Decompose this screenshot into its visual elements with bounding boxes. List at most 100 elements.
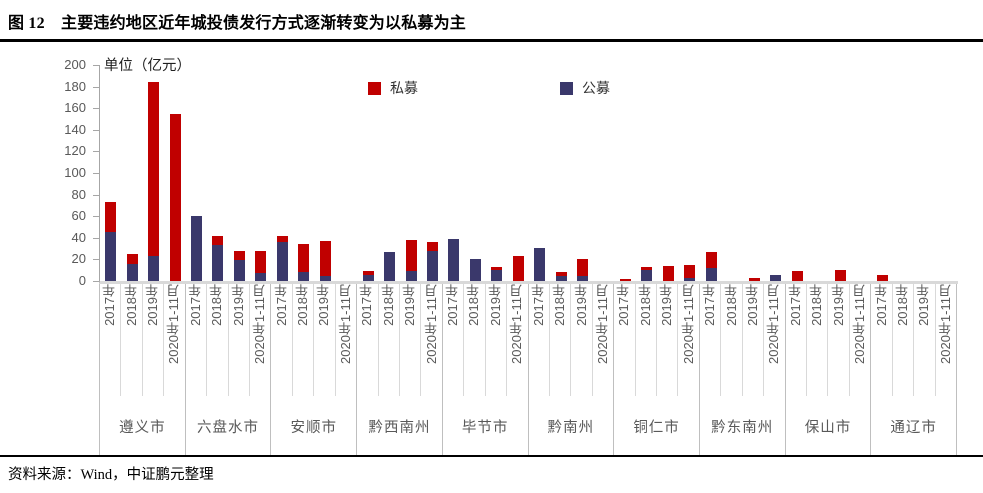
- stacked-bar: [148, 82, 160, 281]
- y-tick-mark: [93, 86, 99, 88]
- x-tick-label: 2019年: [230, 284, 246, 326]
- stacked-bar: [748, 277, 760, 281]
- x-tick-label: 2017年: [102, 284, 118, 326]
- year-label-row: 2017年 2018年 2019年 2020年1-11月: [700, 284, 785, 396]
- bar-slot: [679, 65, 700, 281]
- x-group-cell: 2017年 2018年 2019年 2020年1-11月 黔西南州: [357, 284, 443, 456]
- x-tick-label: 2019年: [916, 284, 932, 326]
- y-tick-label: 100: [64, 165, 86, 180]
- y-tick-label: 0: [78, 273, 86, 288]
- y-tick-label: 200: [64, 57, 86, 72]
- gongmu-bar-segment: [469, 259, 481, 281]
- stacked-bar: [705, 251, 717, 281]
- x-tick-label: 2018年: [809, 284, 825, 326]
- y-tick-mark: [93, 65, 99, 66]
- y-tick-mark: [93, 173, 99, 174]
- simu-bar-segment: [319, 241, 331, 276]
- gongmu-bar-segment: [276, 242, 288, 281]
- city-label: 遵义市: [119, 419, 166, 436]
- bar-group: [615, 65, 701, 281]
- x-tick-label: 2017年: [273, 284, 289, 326]
- stacked-bar: [791, 271, 803, 281]
- stacked-bar: [770, 274, 782, 281]
- y-tick-mark: [93, 259, 99, 261]
- year-label-cell: 2018年: [207, 284, 229, 396]
- year-label-cell: 2017年: [357, 284, 379, 396]
- y-tick-mark: [93, 194, 99, 196]
- year-label-cell: 2017年: [186, 284, 208, 396]
- x-axis-labels: 2017年 2018年 2019年 2020年1-11月 遵义市 2017年 2018年 20…: [99, 284, 958, 456]
- x-tick-label: 2019年: [573, 284, 589, 326]
- stacked-bar: [319, 241, 331, 281]
- x-group-cell: 2017年 2018年 2019年 2020年1-11月 黔东南州: [700, 284, 786, 456]
- year-label-cell: 2020年1-11月: [593, 284, 613, 396]
- simu-bar-segment: [662, 265, 674, 281]
- x-group-cell: 2017年 2018年 2019年 2020年1-11月 通辽市: [871, 284, 958, 456]
- bar-slot: [915, 65, 936, 281]
- year-label-cell: 2020年1-11月: [250, 284, 270, 396]
- city-label: 安顺市: [290, 419, 337, 436]
- city-label: 六盘水市: [197, 419, 260, 436]
- year-label-row: 2017年 2018年 2019年 2020年1-11月: [614, 284, 699, 396]
- year-label-cell: 2019年: [914, 284, 936, 396]
- bar-slot: [465, 65, 486, 281]
- y-tick-label: 160: [64, 100, 86, 116]
- stacked-bar: [641, 266, 653, 281]
- x-tick-label: 2017年: [530, 284, 546, 326]
- x-tick-label: 2018年: [123, 284, 139, 326]
- simu-bar-segment: [405, 239, 417, 272]
- bar-slot: [164, 65, 185, 281]
- x-tick-label: 2019年: [487, 284, 503, 326]
- x-tick-label: 2019年: [830, 284, 846, 326]
- bar-slot: [143, 65, 164, 281]
- stacked-bar: [469, 259, 481, 281]
- x-tick-label: 2018年: [466, 284, 482, 326]
- year-label-cell: 2019年: [657, 284, 679, 396]
- simu-bar-segment: [298, 244, 310, 273]
- x-tick-label: 2018年: [723, 284, 739, 326]
- y-tick-mark: [93, 216, 99, 218]
- city-label-row: 铜仁市: [614, 396, 699, 456]
- stacked-bar-chart: 单位（亿元） 私募 公募 200 180 160 140 120 100 80 60 40 20 0…: [0, 42, 983, 457]
- year-label-cell: 2019年: [486, 284, 508, 396]
- city-label-row: 六盘水市: [186, 396, 271, 456]
- x-tick-label: 2018年: [894, 284, 910, 326]
- y-tick-mark: [93, 281, 99, 282]
- bar-slot: [615, 65, 636, 281]
- y-tick-label: 180: [64, 78, 86, 94]
- bar-slot: [786, 65, 807, 281]
- gongmu-bar-segment: [705, 268, 717, 281]
- legend-label-gongmu: 公募: [582, 80, 610, 96]
- x-tick-label: 2019年: [659, 284, 675, 326]
- y-tick-label: 40: [71, 229, 86, 245]
- legend-label-simu: 私募: [390, 80, 418, 96]
- stacked-bar: [212, 235, 224, 281]
- bar-slot: [851, 65, 872, 281]
- bar-slot: [486, 65, 507, 281]
- x-tick-label: 2020年1-11月: [937, 284, 953, 364]
- gongmu-bar-segment: [298, 272, 310, 281]
- stacked-bar: [512, 256, 524, 281]
- gongmu-bar-segment: [191, 216, 203, 281]
- city-label: 铜仁市: [633, 419, 680, 436]
- x-tick-label: 2018年: [209, 284, 225, 326]
- y-tick-mark: [93, 151, 99, 153]
- bar-slot: [508, 65, 529, 281]
- gongmu-bar-segment: [255, 273, 267, 281]
- year-label-row: 2017年 2018年 2019年 2020年1-11月: [357, 284, 442, 396]
- year-label-cell: 2020年1-11月: [421, 284, 441, 396]
- bar-slot: [701, 65, 722, 281]
- bar-slot: [765, 65, 786, 281]
- year-label-cell: 2019年: [400, 284, 422, 396]
- simu-bar-segment: [233, 250, 245, 261]
- legend-item-simu: 私募: [368, 78, 418, 98]
- simu-bar-segment: [491, 266, 503, 271]
- gongmu-bar-segment: [491, 270, 503, 281]
- simu-bar-segment: [555, 272, 567, 276]
- year-label-cell: 2017年: [443, 284, 465, 396]
- simu-bar-segment: [255, 250, 267, 274]
- gongmu-bar-segment: [641, 270, 653, 281]
- bar-slot: [272, 65, 293, 281]
- x-group-cell: 2017年 2018年 2019年 2020年1-11月 保山市: [786, 284, 872, 456]
